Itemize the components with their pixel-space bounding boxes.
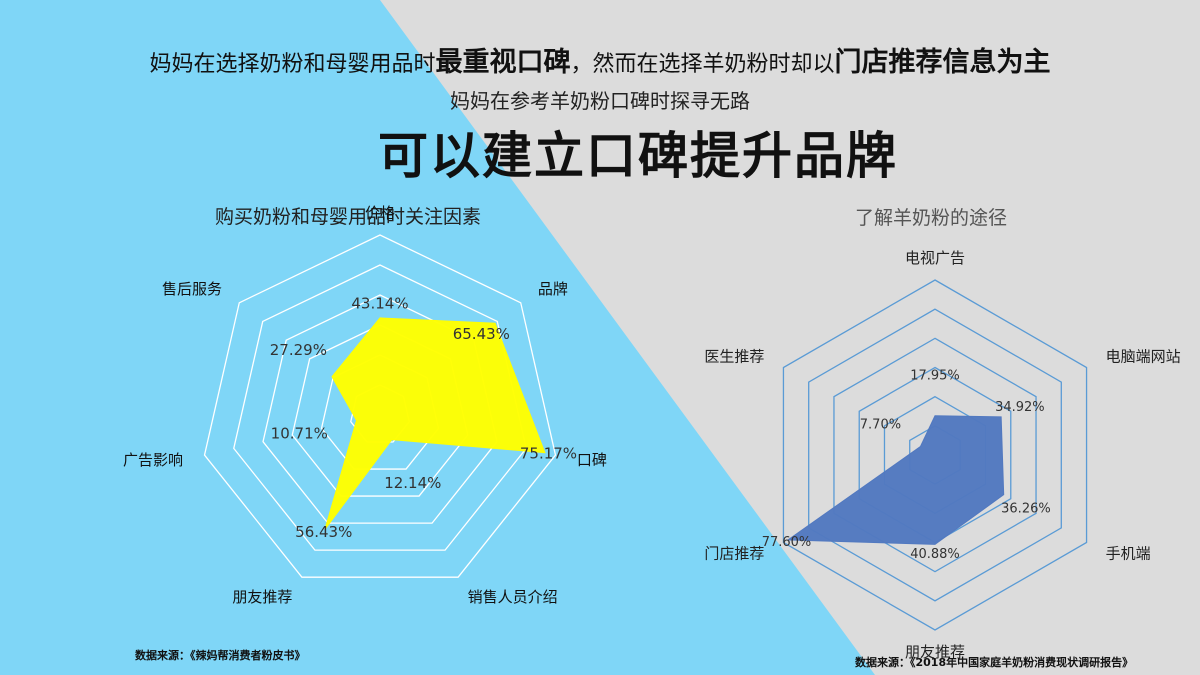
category-label: 口碑: [577, 451, 607, 469]
category-label: 广告影响: [123, 451, 183, 469]
headline-part1: 妈妈在选择奶粉和母婴用品时: [149, 52, 436, 77]
headline: 妈妈在选择奶粉和母婴用品时最重视口碑，然而在选择羊奶粉时却以门店推荐信息为主: [0, 40, 1200, 79]
value-label: 36.26%: [1001, 502, 1051, 517]
value-label: 10.71%: [271, 424, 328, 442]
category-label: 价格: [365, 204, 395, 222]
grid-ring: [833, 337, 1037, 573]
main-title: 可以建立口碑提升品牌: [378, 127, 898, 185]
left-chart-title: 购买奶粉和母婴用品时关注因素: [215, 206, 482, 228]
headline-part2: ，然而在选择羊奶粉时却以: [570, 52, 835, 77]
value-label: 43.14%: [351, 294, 408, 312]
grid-ring: [808, 308, 1062, 602]
grid-ring: [782, 279, 1088, 631]
subheadline: 妈妈在参考羊奶粉口碑时探寻无路: [450, 89, 750, 113]
value-label: 65.43%: [453, 325, 510, 343]
category-label: 门店推荐: [704, 545, 764, 563]
category-label: 售后服务: [162, 280, 222, 298]
value-label: 40.88%: [910, 547, 960, 562]
value-label: 56.43%: [295, 523, 352, 541]
category-label: 朋友推荐: [905, 643, 965, 661]
headline-bold2: 门店推荐信息为主: [834, 47, 1051, 78]
category-label: 朋友推荐: [232, 588, 292, 606]
headline-bold1: 最重视口碑: [435, 47, 571, 78]
right-chart-title: 了解羊奶粉的途径: [855, 207, 1008, 229]
data-area: [324, 317, 546, 530]
category-label: 手机端: [1106, 545, 1151, 563]
source-note-right: 数据来源：《2018年中国家庭羊奶粉消费现状调研报告》: [855, 656, 1134, 669]
category-label: 品牌: [538, 280, 568, 298]
grid-ring: [203, 234, 557, 578]
source-note-left: 数据来源：《辣妈帮消费者粉皮书》: [135, 649, 306, 662]
value-label: 17.95%: [910, 369, 960, 384]
category-label: 销售人员介绍: [468, 588, 558, 606]
category-label: 电视广告: [905, 249, 965, 267]
value-label: 27.29%: [270, 341, 327, 359]
value-label: 7.70%: [860, 418, 901, 433]
category-label: 电脑端网站: [1106, 348, 1181, 366]
data-area: [786, 415, 1005, 545]
value-label: 75.17%: [520, 444, 577, 462]
value-label: 34.92%: [995, 400, 1045, 415]
value-label: 12.14%: [384, 474, 441, 492]
value-label: 77.60%: [762, 535, 812, 550]
category-label: 医生推荐: [704, 348, 764, 366]
